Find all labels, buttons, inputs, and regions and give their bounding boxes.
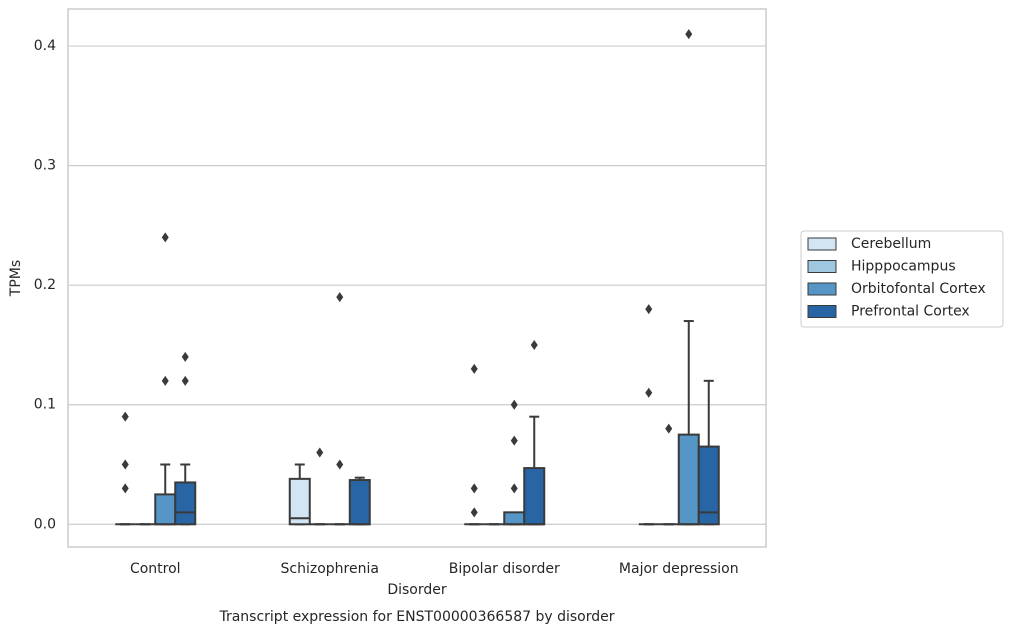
box	[348, 479, 371, 526]
y-tick-label: 0.4	[34, 38, 56, 54]
x-tick-label: Control	[130, 561, 181, 577]
y-tick-label: 0.2	[34, 277, 56, 293]
legend-swatch	[807, 282, 837, 296]
flier	[510, 399, 518, 410]
legend-label: Orbitofontal Cortex	[851, 281, 986, 297]
flier	[470, 483, 478, 494]
flier	[161, 375, 169, 386]
chart-title: Transcript expression for ENST0000036658…	[218, 609, 614, 625]
box	[288, 477, 311, 526]
box	[154, 493, 177, 526]
y-axis-label: TPMs	[8, 260, 24, 297]
y-tick-label: 0.0	[34, 516, 56, 532]
flier	[510, 435, 518, 446]
flier	[685, 29, 693, 40]
x-tick-label: Bipolar disorder	[449, 561, 560, 577]
box	[677, 433, 700, 526]
flier	[530, 339, 538, 350]
plot-frame	[67, 8, 767, 548]
legend-swatch	[807, 305, 837, 318]
flier	[665, 423, 673, 434]
flier	[121, 483, 129, 494]
legend-swatch	[807, 260, 837, 273]
legend-swatch	[807, 237, 837, 251]
flier	[470, 363, 478, 374]
x-tick-label: Schizophrenia	[281, 561, 379, 577]
y-tick-label: 0.1	[34, 397, 56, 413]
x-axis-label: Disorder	[387, 582, 447, 598]
y-tick-label: 0.3	[34, 158, 56, 174]
legend-label: Cerebellum	[851, 236, 931, 252]
flier	[645, 387, 653, 398]
box	[697, 445, 720, 526]
flier	[470, 507, 478, 518]
flier	[510, 483, 518, 494]
x-tick-label: Major depression	[619, 561, 739, 577]
flier	[181, 375, 189, 386]
flier	[121, 459, 129, 470]
legend-frame	[800, 230, 1004, 328]
box	[503, 511, 526, 526]
box	[174, 481, 197, 526]
flier	[121, 411, 129, 422]
legend-label: Hipppocampus	[851, 259, 956, 275]
flier	[336, 459, 344, 470]
flier	[645, 304, 653, 315]
flier	[336, 292, 344, 303]
flier	[316, 447, 324, 458]
box	[523, 467, 546, 526]
legend-label: Prefrontal Cortex	[851, 304, 970, 320]
flier	[181, 351, 189, 362]
legend: Cerebellum Hipppocampus Orbitofontal Corte…	[800, 230, 1004, 328]
flier	[161, 232, 169, 243]
